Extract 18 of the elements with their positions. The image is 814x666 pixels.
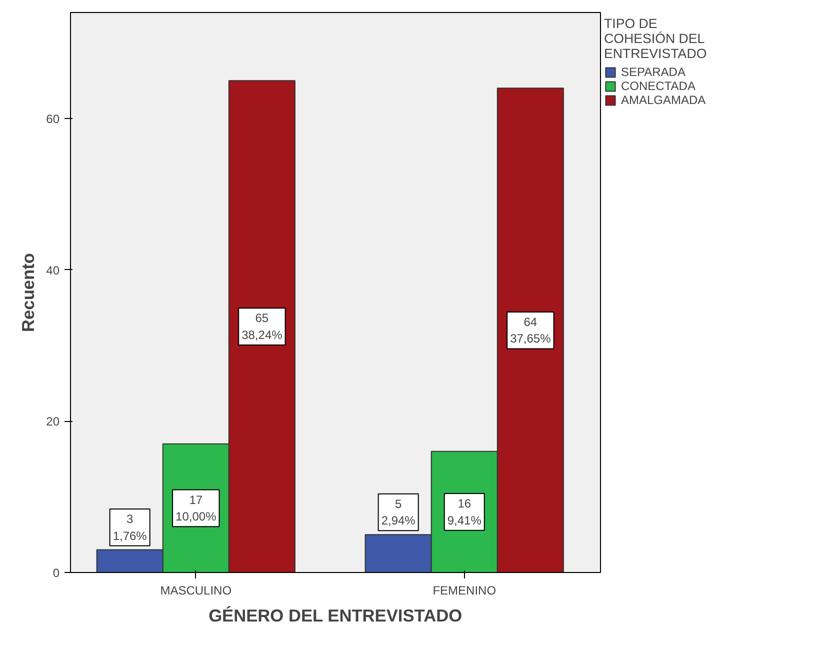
x-tick-label: FEMENINO	[432, 584, 496, 598]
data-label: 5 2,94%	[381, 496, 416, 528]
data-label: 65 38,24%	[242, 311, 283, 342]
y-tick-label: 60	[46, 112, 60, 126]
y-axis-title: Recuento	[18, 253, 38, 332]
legend-label: SEPARADA	[621, 65, 686, 79]
legend-label: CONECTADA	[621, 79, 696, 93]
data-label: 3 1,76%	[112, 512, 148, 543]
y-tick-label: 20	[46, 414, 60, 429]
x-axis-title: GÉNERO DEL ENTREVISTADO	[208, 606, 462, 626]
legend-title: TIPO DE COHESIÓN DEL ENTREVISTADO	[604, 16, 707, 61]
legend-label: AMALGAMADA	[621, 93, 706, 107]
data-label: 64 37,65%	[510, 314, 552, 346]
data-label: 17 10,00%	[176, 492, 217, 524]
data-label: 16 9,41%	[447, 496, 482, 528]
y-tick-label: 0	[52, 566, 60, 580]
y-tick-label: 40	[46, 263, 60, 278]
x-tick-label: MASCULINO	[160, 584, 232, 598]
